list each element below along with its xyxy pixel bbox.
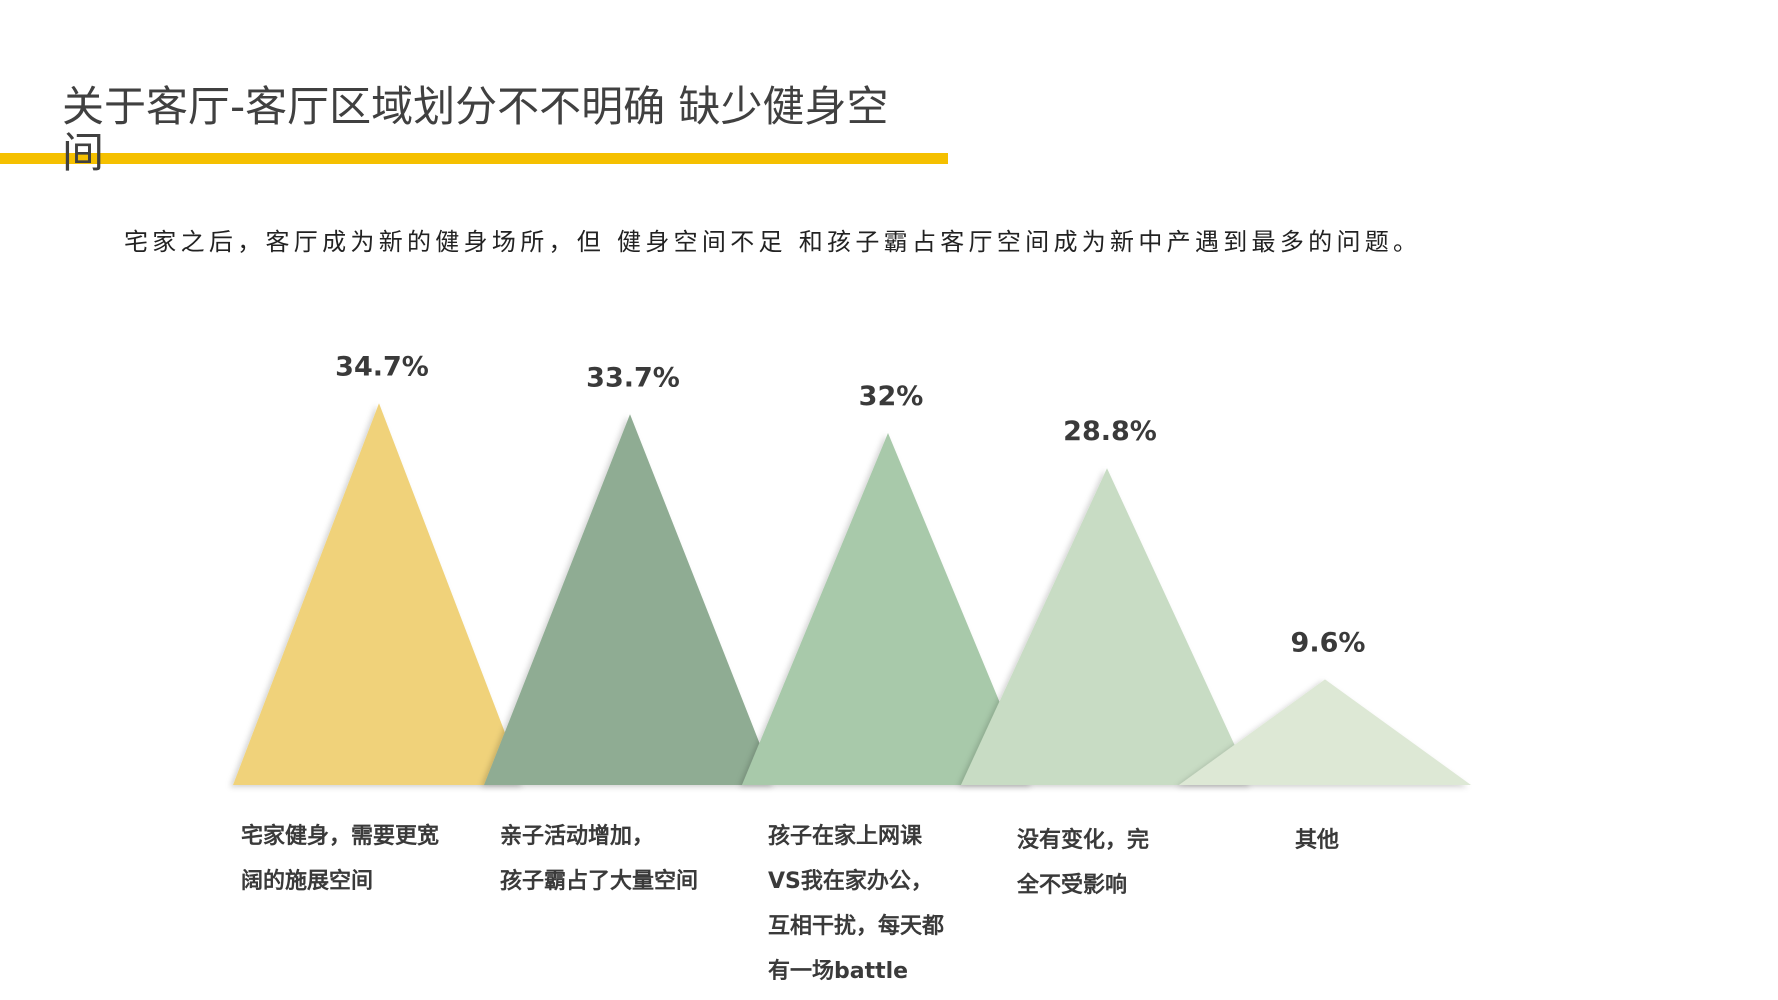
- category-label: 其他: [1295, 828, 1340, 853]
- triangle-bar: [484, 414, 776, 785]
- triangle-bar: [233, 403, 525, 785]
- category-label: 宅家健身，需要更宽 阔的施展空间: [241, 824, 440, 894]
- triangle-bar: [961, 468, 1253, 785]
- value-label: 28.8%: [1063, 416, 1157, 447]
- value-label: 33.7%: [586, 362, 680, 393]
- accent-bar: [0, 153, 948, 164]
- subtitle: 宅家之后，客厅成为新的健身场所，但 健身空间不足 和孩子霸占客厅空间成为新中产遇…: [124, 228, 1422, 256]
- category-label: 没有变化，完 全不受影响: [1017, 828, 1150, 898]
- value-label: 34.7%: [335, 351, 429, 382]
- category-label: 亲子活动增加， 孩子霸占了大量空间: [500, 824, 699, 894]
- value-label: 32%: [859, 381, 924, 412]
- slide-title: 关于客厅-客厅区域划分不不明确 缺少健身空间: [62, 82, 889, 177]
- category-label: 孩子在家上网课 VS我在家办公， 互相干扰，每天都 有一场battle: [768, 824, 945, 984]
- triangle-bar: [1179, 679, 1471, 785]
- triangle-bar: [742, 433, 1034, 785]
- value-label: 9.6%: [1291, 627, 1366, 658]
